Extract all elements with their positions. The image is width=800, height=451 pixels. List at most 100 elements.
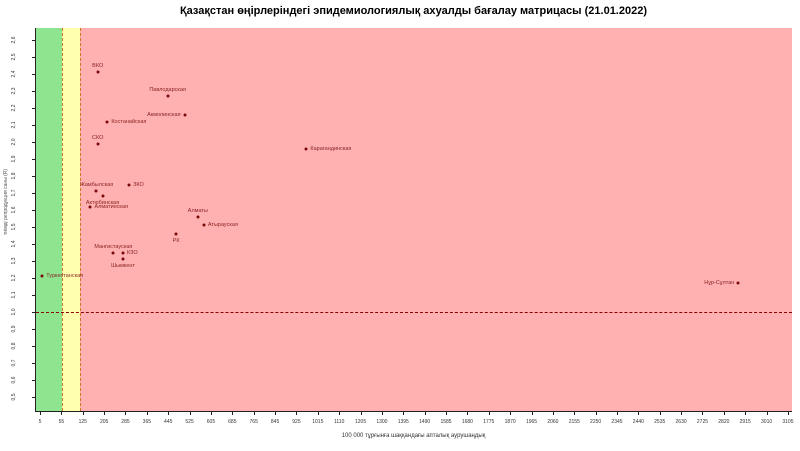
y-axis-tick bbox=[32, 40, 35, 41]
plot-area: ВКО Павлодарская Акмолинская Костанайская СК… bbox=[35, 28, 792, 412]
x-axis-tick-label: 5 bbox=[38, 419, 42, 425]
x-axis-tick-label: 2820 bbox=[718, 419, 730, 425]
data-point-СКО bbox=[96, 142, 100, 146]
y-axis-tick bbox=[32, 329, 35, 330]
data-point-label: Нұр-Сұлтан bbox=[704, 280, 735, 287]
x-axis-tick-label: 1870 bbox=[504, 419, 516, 425]
data-point-label: Туркестанская bbox=[46, 273, 84, 280]
x-axis-tick-label: 285 bbox=[121, 419, 130, 425]
y-axis-tick-label: 2,3 bbox=[11, 87, 17, 95]
y-axis-tick bbox=[32, 278, 35, 279]
y-axis-tick-label: 1,6 bbox=[11, 206, 17, 214]
data-point-label: РК bbox=[172, 237, 180, 244]
y-axis-tick bbox=[32, 57, 35, 58]
threshold-vline-green-yellow bbox=[62, 28, 63, 411]
data-point-Карагандинская bbox=[304, 147, 308, 151]
y-axis-tick bbox=[32, 176, 35, 177]
data-point-label: Павлодарская bbox=[149, 87, 187, 94]
data-point-Нұр-Сұлтан bbox=[736, 281, 740, 285]
x-axis-tick-label: 1585 bbox=[440, 419, 452, 425]
x-axis-tick bbox=[467, 412, 469, 415]
y-axis-tick-label: 0,6 bbox=[11, 376, 17, 384]
chart-title: Қазақстан өңірлеріндегі эпидемиологиялық… bbox=[179, 5, 648, 17]
y-axis-tick bbox=[32, 193, 35, 194]
y-axis-tick bbox=[32, 91, 35, 92]
data-point-Жамбылская bbox=[94, 189, 98, 193]
data-point-Акмолинская bbox=[183, 113, 187, 117]
x-axis-tick-label: 1110 bbox=[333, 419, 345, 425]
x-axis-title: 100 000 тұрғынға шаққандағы апталық ауру… bbox=[341, 433, 486, 439]
y-axis-tick bbox=[32, 74, 35, 75]
x-axis-tick bbox=[659, 412, 661, 415]
x-axis-tick-label: 2535 bbox=[654, 419, 666, 425]
x-axis-tick bbox=[510, 412, 512, 415]
x-axis-tick bbox=[381, 412, 383, 415]
x-axis-tick-label: 845 bbox=[270, 419, 280, 425]
x-axis-tick-label: 2915 bbox=[739, 419, 751, 425]
x-axis-tick-label: 2345 bbox=[611, 419, 623, 425]
y-axis-tick-label: 1,9 bbox=[11, 155, 17, 163]
x-axis-tick-label: 365 bbox=[142, 419, 152, 425]
x-axis-tick-label: 3010 bbox=[761, 419, 773, 425]
x-axis-tick bbox=[253, 412, 255, 415]
x-axis-tick bbox=[296, 412, 298, 415]
x-axis-tick-label: 1965 bbox=[525, 419, 538, 425]
x-axis-tick-label: 2060 bbox=[547, 419, 559, 425]
x-axis-tick bbox=[275, 412, 277, 415]
data-point-Павлодарская bbox=[166, 94, 170, 98]
x-axis-tick-label: 1490 bbox=[419, 419, 431, 425]
x-axis-tick-label: 2725 bbox=[696, 419, 709, 425]
data-point-label: КЗО bbox=[127, 249, 138, 256]
y-axis-tick-label: 2,4 bbox=[11, 70, 17, 78]
y-axis-tick-label: 0,5 bbox=[11, 393, 17, 401]
x-axis-tick-label: 1205 bbox=[354, 419, 367, 425]
x-axis-tick-label: 125 bbox=[78, 419, 87, 425]
x-axis-tick bbox=[488, 412, 490, 415]
x-axis-tick-label: 1775 bbox=[483, 419, 495, 425]
x-axis-tick-label: 925 bbox=[292, 419, 301, 425]
y-axis-tick bbox=[32, 210, 35, 211]
data-point-label: Атырауская bbox=[207, 222, 238, 229]
data-point-Актюбинская bbox=[101, 194, 105, 198]
y-axis-tick bbox=[32, 397, 35, 398]
data-point-ВКО bbox=[96, 70, 100, 74]
y-axis-tick-label: 2,2 bbox=[11, 104, 17, 112]
y-axis-tick bbox=[32, 108, 35, 109]
zone-green-low-risk bbox=[36, 28, 62, 411]
data-point-label: ЗКО bbox=[133, 181, 144, 188]
y-axis-tick-label: 0,7 bbox=[11, 359, 17, 367]
x-axis-tick bbox=[125, 412, 127, 415]
x-axis-tick-label: 55 bbox=[58, 419, 65, 425]
data-point-Шымкент bbox=[121, 257, 125, 261]
y-axis-tick bbox=[32, 363, 35, 364]
data-point-label: Костанайская bbox=[111, 118, 147, 125]
x-axis-tick bbox=[210, 412, 212, 415]
data-point-label: ВКО bbox=[92, 63, 104, 70]
x-axis-tick bbox=[681, 412, 683, 415]
x-axis-tick bbox=[104, 412, 106, 415]
y-axis-tick bbox=[32, 142, 35, 143]
x-axis-tick bbox=[595, 412, 597, 415]
threshold-vline-yellow-red bbox=[80, 28, 81, 411]
x-axis-tick bbox=[82, 412, 84, 415]
x-axis-tick-label: 1300 bbox=[376, 419, 388, 425]
data-point-label: Мангистауская bbox=[94, 243, 133, 250]
data-point-label: СКО bbox=[92, 134, 104, 141]
x-axis-tick bbox=[40, 412, 41, 415]
y-axis-tick-label: 2,0 bbox=[11, 138, 17, 146]
x-axis-tick-label: 605 bbox=[206, 419, 216, 425]
y-axis-tick-label: 1,4 bbox=[11, 240, 17, 248]
data-point-label: Алматинская bbox=[94, 203, 128, 210]
x-axis-tick bbox=[232, 412, 234, 415]
data-point-Туркестанская bbox=[40, 274, 44, 278]
x-axis-tick bbox=[61, 412, 63, 415]
x-axis-tick bbox=[723, 412, 725, 415]
x-axis-tick bbox=[552, 412, 554, 415]
x-axis-tick bbox=[574, 412, 576, 415]
x-axis-tick-label: 445 bbox=[164, 419, 173, 425]
data-point-РК bbox=[174, 232, 178, 236]
y-axis-tick bbox=[32, 380, 35, 381]
x-axis-tick-label: 685 bbox=[228, 419, 237, 425]
data-point-Алматы bbox=[196, 215, 200, 219]
